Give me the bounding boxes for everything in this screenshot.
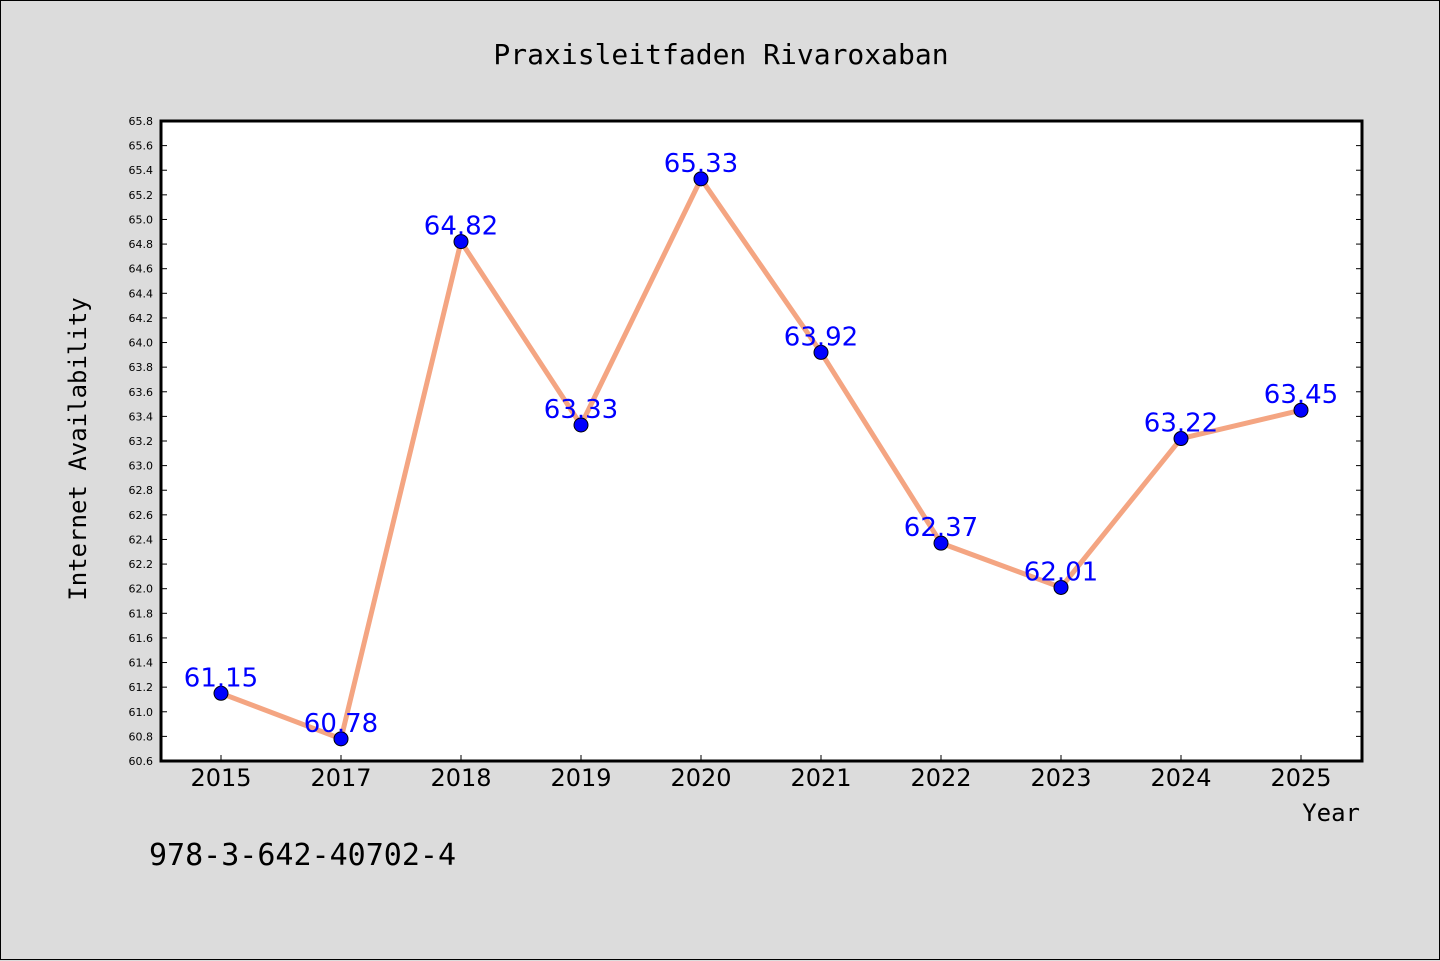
y-tick-label: 65.8 (129, 115, 154, 128)
y-tick-label: 62.4 (129, 533, 154, 546)
data-label: 65.33 (664, 149, 738, 179)
data-label: 63.33 (544, 395, 618, 425)
y-tick-label: 64.2 (129, 312, 154, 325)
y-tick-label: 63.0 (129, 460, 154, 473)
x-tick-label: 2023 (1030, 764, 1091, 792)
y-tick-label: 60.8 (129, 730, 154, 743)
y-tick-label: 60.6 (129, 755, 154, 768)
series-layer (213, 171, 1309, 747)
data-label: 63.22 (1144, 409, 1218, 439)
x-tick-label: 2024 (1150, 764, 1211, 792)
isbn-annotation: 978-3-642-40702-4 (149, 838, 456, 873)
y-tick-label: 61.8 (129, 607, 154, 620)
y-tick-label: 65.6 (129, 140, 154, 153)
data-point (573, 417, 589, 433)
data-label: 63.92 (784, 322, 858, 352)
data-label: 62.01 (1024, 557, 1098, 587)
y-tick-label: 65.0 (129, 213, 154, 226)
data-label: 64.82 (424, 212, 498, 242)
y-tick-label: 63.6 (129, 386, 154, 399)
x-tick-label: 2025 (1270, 764, 1331, 792)
x-tick-label: 2022 (910, 764, 971, 792)
data-label: 62.37 (904, 513, 978, 543)
y-axis-label: Internet Availability (64, 297, 92, 600)
data-point (333, 731, 349, 747)
y-tick-label: 62.2 (129, 558, 154, 571)
data-point (1173, 431, 1189, 447)
y-tick-label: 62.8 (129, 484, 154, 497)
y-tick-label: 64.8 (129, 238, 154, 251)
data-point (213, 685, 229, 701)
y-tick-label: 63.8 (129, 361, 154, 374)
x-tick-label: 2015 (190, 764, 251, 792)
data-labels: 61.15 60.78 64.82 63.33 65.33 63.92 62.37 62.01… (184, 149, 1338, 739)
x-axis: 2015 2017 2018 2019 2020 2021 2022 2023 2024 2025 (190, 755, 1332, 792)
x-axis-label: Year (1302, 799, 1360, 827)
data-point (933, 535, 949, 551)
x-tick-label: 2021 (790, 764, 851, 792)
y-tick-label: 63.4 (129, 410, 154, 423)
y-tick-label: 65.2 (129, 189, 154, 202)
y-tick-label: 62.6 (129, 509, 154, 522)
y-tick-label: 63.2 (129, 435, 154, 448)
x-tick-label: 2020 (670, 764, 731, 792)
y-tick-label: 61.6 (129, 632, 154, 645)
series-line (218, 176, 1304, 742)
data-label: 63.45 (1264, 380, 1338, 410)
y-tick-label: 65.4 (129, 164, 154, 177)
y-tick-label: 61.0 (129, 706, 154, 719)
x-tick-label: 2017 (310, 764, 371, 792)
data-point (453, 234, 469, 250)
y-tick-label: 64.6 (129, 263, 154, 276)
x-tick-label: 2018 (430, 764, 491, 792)
y-tick-label: 64.0 (129, 337, 154, 350)
y-axis: 60.6 60.8 61.0 61.2 61.4 61.6 61.8 62.0 62.2 62.4… (129, 115, 1362, 768)
data-point (693, 171, 709, 187)
data-label: 60.78 (304, 709, 378, 739)
y-tick-label: 61.4 (129, 657, 154, 670)
y-tick-label: 62.0 (129, 583, 154, 596)
x-tick-label: 2019 (550, 764, 611, 792)
y-tick-label: 61.2 (129, 681, 154, 694)
data-point (1293, 402, 1309, 418)
data-label: 61.15 (184, 663, 258, 693)
chart-title: Praxisleitfaden Rivaroxaban (493, 38, 948, 71)
data-point (1053, 579, 1069, 595)
data-point (813, 344, 829, 360)
y-tick-label: 64.4 (129, 287, 154, 300)
